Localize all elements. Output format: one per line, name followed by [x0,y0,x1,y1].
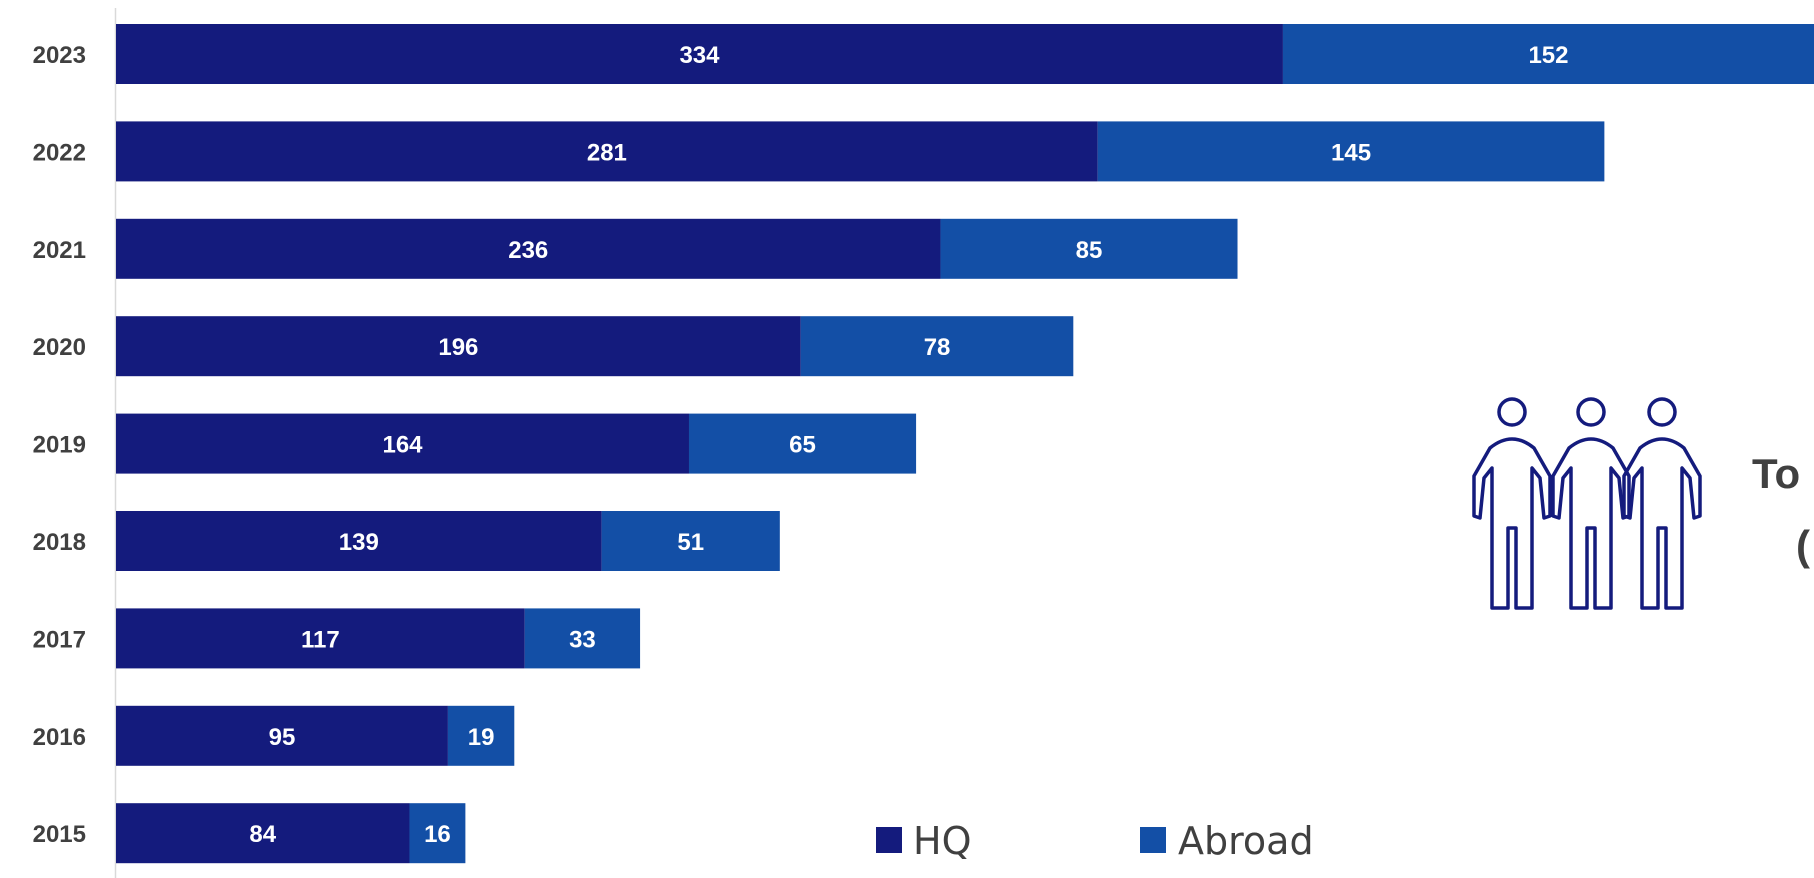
value-label-abroad-2023: 152 [1528,42,1568,69]
category-label-2018: 2018 [33,529,86,556]
value-labels: 334 152 281 145 236 85 196 78 164 65 139 51 117 33 95 1… [249,42,1568,848]
value-label-abroad-2015: 16 [424,821,451,848]
bar-abroad-2021 [940,218,1238,279]
category-label-2017: 2017 [33,626,86,653]
value-label-hq-2023: 334 [679,42,720,69]
bar-hq-2020 [116,316,801,377]
bar-hq-2015 [116,803,410,864]
value-label-hq-2015: 84 [249,821,276,848]
bar-hq-2017 [116,608,525,669]
category-label-2020: 2020 [33,334,86,361]
category-label-2023: 2023 [33,42,86,69]
value-label-hq-2017: 117 [301,626,340,653]
callout-line-1: To [1752,450,1800,497]
value-label-abroad-2016: 19 [468,724,495,751]
bar-hq-2023 [116,24,1283,84]
legend: HQ Abroad [876,819,1314,863]
bar-abroad-2020 [800,316,1074,377]
value-label-abroad-2021: 85 [1076,237,1103,264]
callout-line-2: ( [1796,522,1810,569]
value-label-hq-2018: 139 [339,529,379,556]
value-label-hq-2019: 164 [382,432,423,459]
value-label-abroad-2018: 51 [677,529,704,556]
legend-swatch-abroad [1140,827,1166,853]
bar-hq-2022 [116,121,1098,182]
bar-hq-2021 [116,218,941,279]
category-label-2015: 2015 [33,821,86,848]
category-labels: 2023 2022 2021 2020 2019 2018 2017 2016 2015 [33,42,86,848]
legend-label-hq: HQ [913,819,971,863]
bar-hq-2016 [116,705,448,766]
bar-abroad-2015 [409,803,466,864]
bar-abroad-2018 [601,511,780,571]
people-group-icon [1472,397,1702,610]
value-label-abroad-2020: 78 [924,334,951,361]
category-label-2022: 2022 [33,139,86,166]
value-label-hq-2021: 236 [508,237,548,264]
category-label-2016: 2016 [33,724,86,751]
category-label-2019: 2019 [33,432,86,459]
value-label-hq-2022: 281 [587,139,627,166]
value-label-hq-2016: 95 [269,724,296,751]
bars [116,24,1814,864]
bar-abroad-2017 [524,608,641,669]
value-label-hq-2020: 196 [438,334,478,361]
bar-abroad-2022 [1097,121,1605,182]
bar-abroad-2016 [447,705,515,766]
value-label-abroad-2019: 65 [789,432,816,459]
value-label-abroad-2017: 33 [569,626,596,653]
category-label-2021: 2021 [33,237,86,264]
value-label-abroad-2022: 145 [1331,139,1371,166]
legend-label-abroad: Abroad [1178,819,1314,863]
bar-abroad-2019 [688,413,917,474]
bar-abroad-2023 [1282,24,1814,84]
bar-hq-2019 [116,413,689,474]
legend-swatch-hq [876,827,902,853]
bar-hq-2018 [116,511,602,571]
